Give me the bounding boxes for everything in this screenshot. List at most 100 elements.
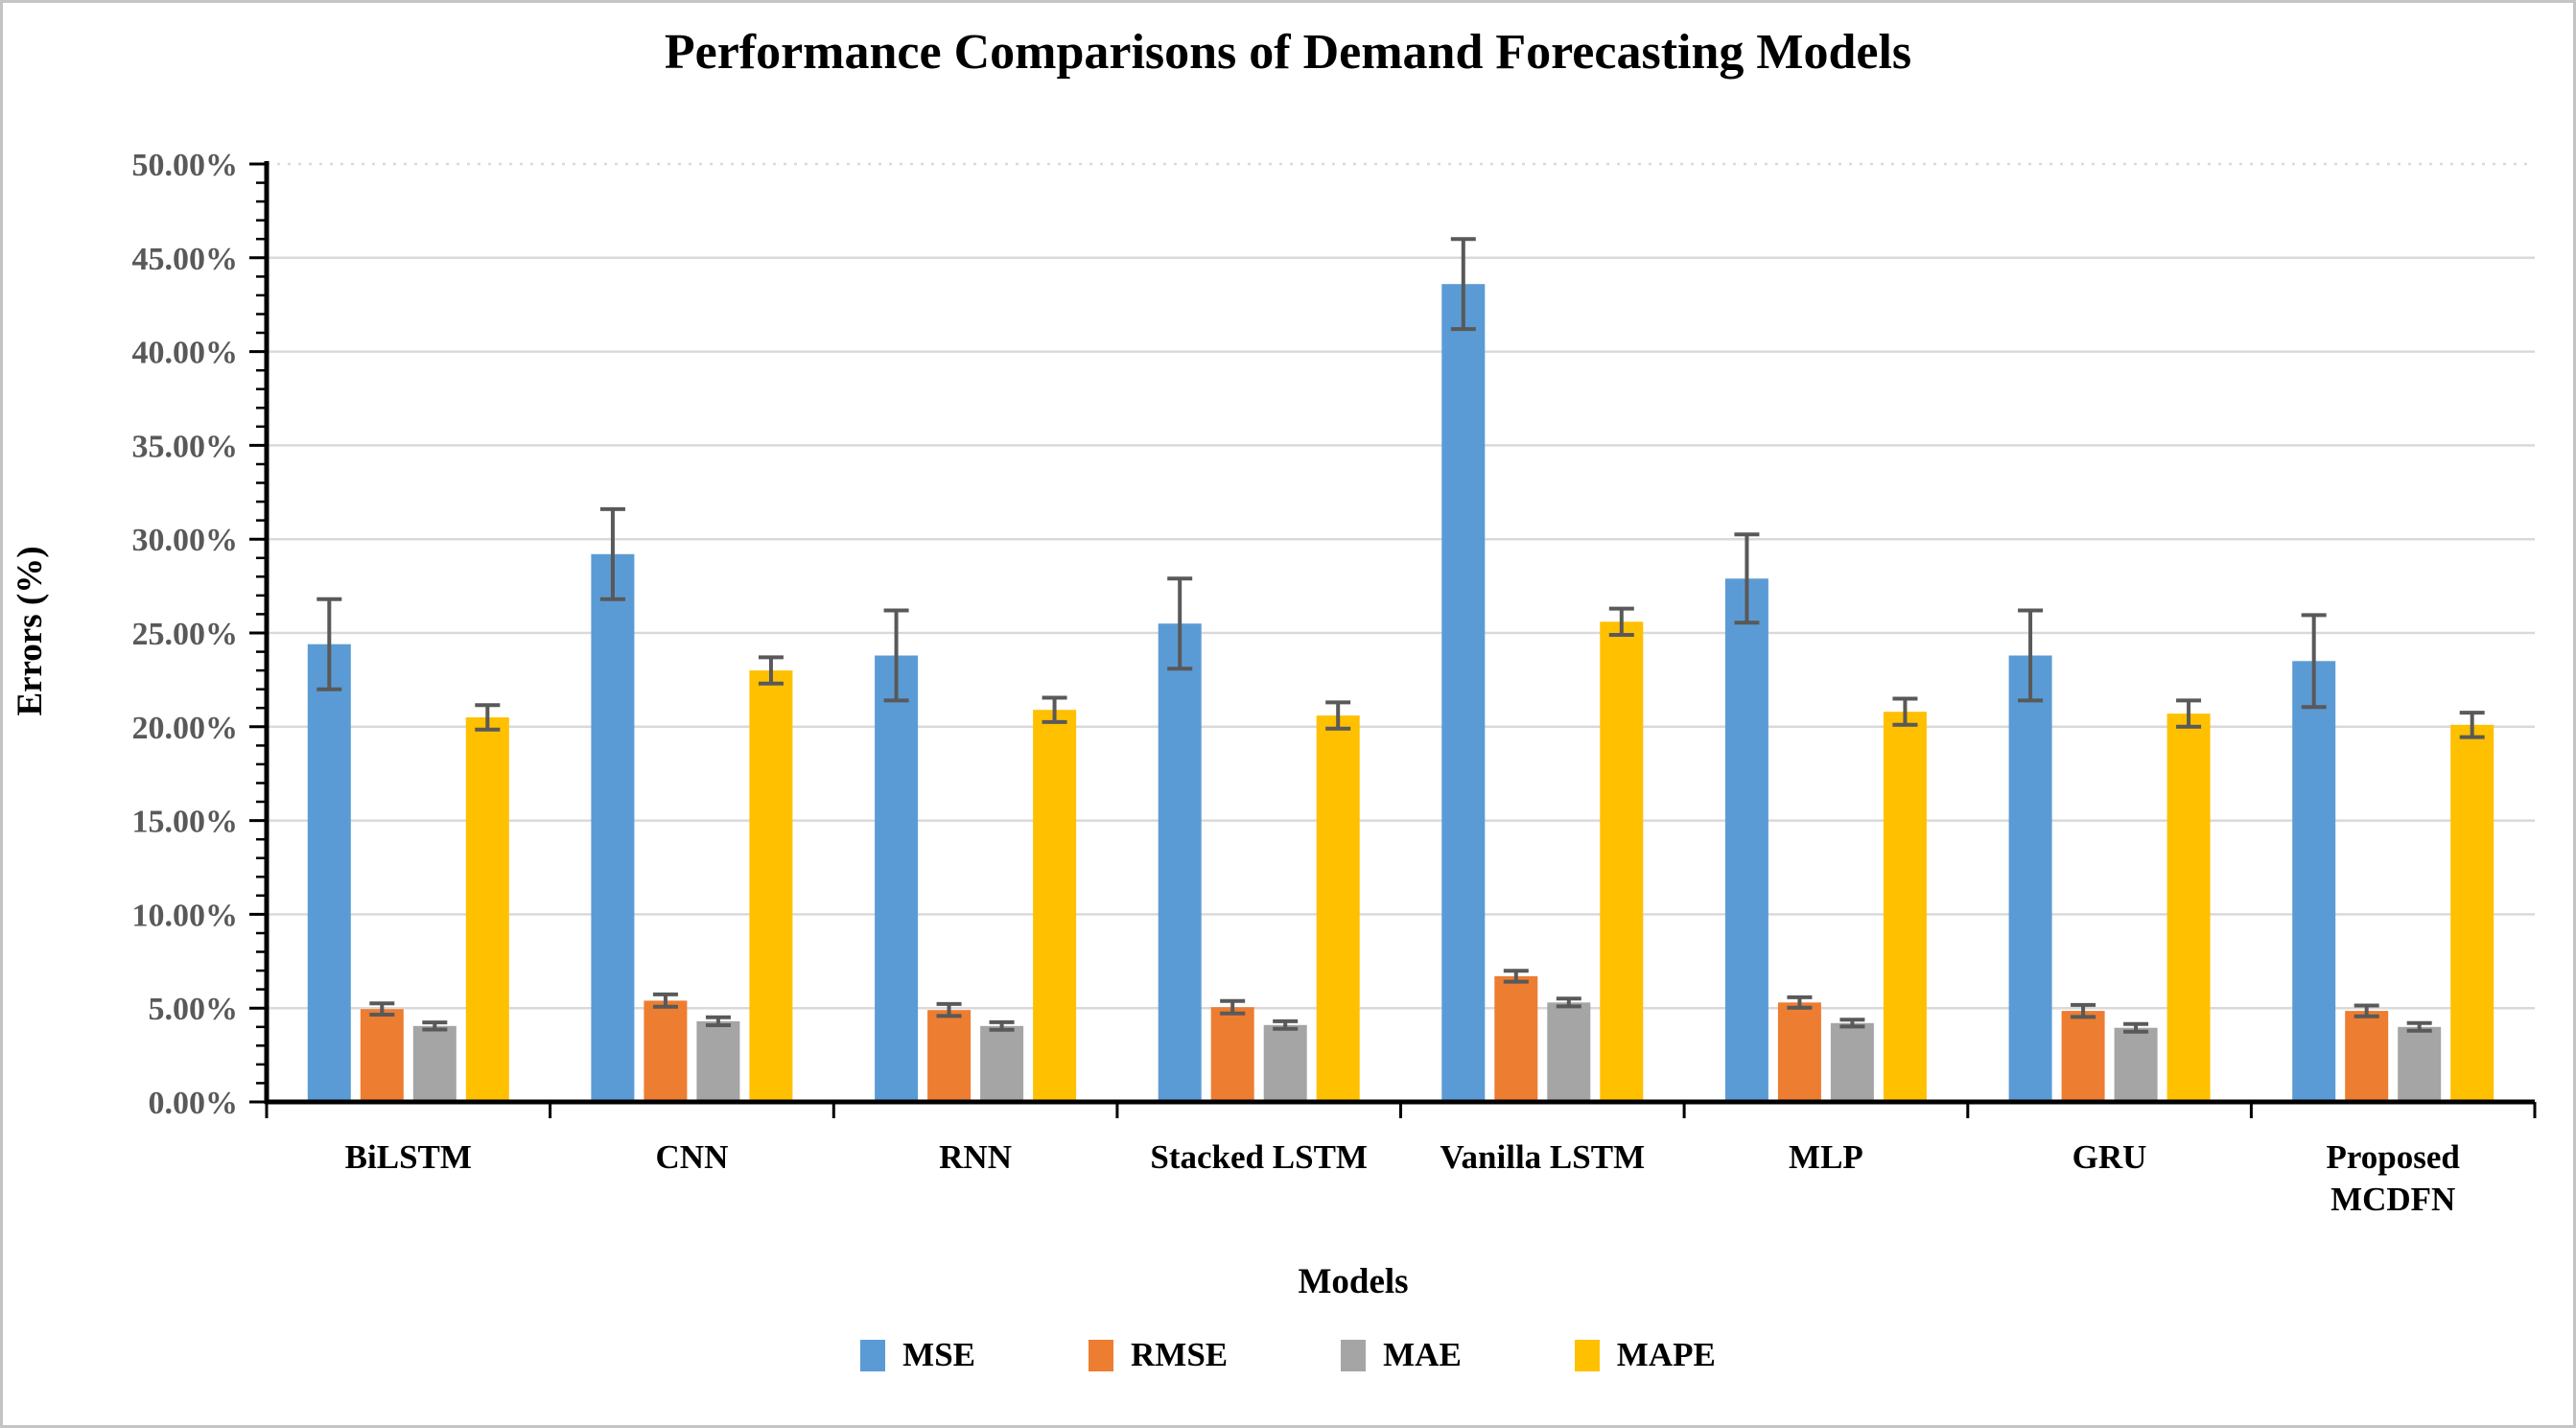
bar-mape-vanilla-lstm (1600, 621, 1644, 1102)
bar-mape-rnn (1033, 710, 1077, 1102)
bar-rmse-vanilla-lstm (1494, 975, 1538, 1102)
y-tick-label: 35.00% (132, 429, 239, 464)
bar-mse-vanilla-lstm (1441, 284, 1486, 1102)
legend-label-mse: MSE (902, 1336, 976, 1373)
bar-mse-proposed-mcdfn (2292, 661, 2336, 1102)
x-category-label-bilstm: BiLSTM (344, 1138, 472, 1176)
y-tick-label: 15.00% (132, 805, 239, 840)
legend-swatch-rmse (1089, 1339, 1114, 1371)
error-bar-mape-cnn (758, 655, 784, 686)
error-bar-rmse-proposed-mcdfn (2354, 1003, 2379, 1018)
legend-label-mae: MAE (1383, 1336, 1462, 1373)
error-bar-mae-proposed-mcdfn (2406, 1020, 2432, 1033)
x-category-label-gru: GRU (2072, 1138, 2147, 1176)
bar-mape-mlp (1883, 712, 1927, 1102)
y-tick-label: 40.00% (132, 336, 239, 371)
error-bar-mape-vanilla-lstm (1608, 606, 1634, 637)
bar-rmse-cnn (644, 1000, 688, 1102)
y-tick-label: 50.00% (132, 148, 239, 183)
bar-mape-bilstm (465, 717, 509, 1102)
error-bar-mape-proposed-mcdfn (2459, 711, 2485, 739)
error-bar-rmse-mlp (1787, 995, 1813, 1010)
bar-mae-vanilla-lstm (1547, 1002, 1591, 1102)
y-tick-label: 25.00% (132, 617, 239, 652)
x-axis-title: Models (1298, 1262, 1409, 1301)
error-bar-mae-gru (2123, 1021, 2149, 1034)
error-bar-rmse-vanilla-lstm (1503, 969, 1529, 984)
legend-label-rmse: RMSE (1131, 1336, 1229, 1373)
error-bar-mape-stacked-lstm (1325, 700, 1351, 731)
bar-mape-stacked-lstm (1316, 715, 1360, 1102)
x-category-label-mlp: MLP (1789, 1138, 1863, 1176)
bar-rmse-proposed-mcdfn (2345, 1011, 2389, 1102)
legend-swatch-mape (1574, 1339, 1600, 1371)
error-bar-mse-bilstm (316, 597, 342, 691)
error-bar-rmse-stacked-lstm (1220, 998, 1246, 1016)
error-bar-mse-mlp (1734, 532, 1760, 625)
error-bar-mse-rnn (883, 608, 909, 703)
legend-swatch-mse (860, 1339, 886, 1371)
bar-rmse-mlp (1777, 1002, 1821, 1102)
bar-mse-mlp (1724, 578, 1768, 1102)
error-bar-mae-stacked-lstm (1273, 1018, 1299, 1031)
bar-rmse-rnn (927, 1010, 972, 1102)
error-bar-mape-mlp (1892, 696, 1918, 727)
y-tick-label: 20.00% (132, 711, 239, 746)
error-bar-rmse-cnn (652, 992, 678, 1009)
bar-mae-stacked-lstm (1263, 1024, 1307, 1102)
legend: MSE RMSE MAE MAPE (3, 1336, 2573, 1374)
x-category-label-cnn: CNN (655, 1138, 729, 1176)
error-bar-rmse-gru (2071, 1002, 2096, 1019)
legend-item-mse: MSE (860, 1336, 975, 1374)
bar-mse-rnn (875, 655, 919, 1102)
bar-rmse-gru (2061, 1011, 2105, 1102)
chart-title: Performance Comparisons of Demand Foreca… (664, 25, 1912, 80)
bar-mae-cnn (696, 1020, 740, 1102)
y-tick-label: 30.00% (132, 523, 239, 558)
error-bar-mse-proposed-mcdfn (2301, 613, 2327, 710)
bar-mae-mlp (1830, 1022, 1874, 1102)
legend-item-mae: MAE (1341, 1336, 1462, 1374)
x-category-label-rnn: RNN (939, 1138, 1012, 1176)
error-bar-mse-cnn (599, 506, 625, 601)
bar-mape-proposed-mcdfn (2450, 724, 2494, 1102)
legend-label-mape: MAPE (1616, 1336, 1716, 1373)
error-bar-mae-rnn (989, 1019, 1015, 1032)
x-category-label-vanilla-lstm: Vanilla LSTM (1440, 1138, 1646, 1176)
bar-mse-cnn (591, 553, 635, 1102)
error-bar-mae-cnn (705, 1015, 731, 1027)
error-bar-rmse-rnn (936, 1001, 962, 1018)
plot-area: 0.00% 5.00% 10.00% 15.00% 20.00% 25.00% 30.00%… (132, 148, 2537, 1121)
error-bar-mape-bilstm (475, 703, 501, 732)
bar-mse-gru (2008, 655, 2052, 1102)
bar-mape-cnn (749, 670, 793, 1102)
error-bar-mape-gru (2176, 698, 2202, 729)
error-bar-rmse-bilstm (369, 1001, 395, 1017)
error-bar-mse-gru (2018, 608, 2044, 703)
error-bar-mape-rnn (1042, 695, 1067, 724)
error-bar-mse-vanilla-lstm (1450, 237, 1476, 332)
bar-mae-proposed-mcdfn (2398, 1026, 2442, 1102)
bar-mse-bilstm (307, 644, 351, 1102)
y-tick-label: 10.00% (132, 898, 239, 933)
bar-mae-bilstm (412, 1025, 457, 1102)
x-category-label-stacked-lstm: Stacked LSTM (1150, 1138, 1368, 1176)
error-bar-mae-bilstm (422, 1020, 448, 1032)
error-bar-mse-stacked-lstm (1167, 576, 1193, 671)
bar-mse-stacked-lstm (1158, 623, 1202, 1102)
y-tick-label: 0.00% (149, 1086, 239, 1121)
error-bar-mae-mlp (1839, 1018, 1865, 1029)
bar-mae-gru (2114, 1027, 2158, 1102)
x-category-label-proposed-mcdfn: Proposed MCDFN (2326, 1138, 2460, 1218)
y-tick-label: 5.00% (149, 992, 239, 1027)
legend-swatch-mae (1341, 1339, 1367, 1371)
bar-rmse-stacked-lstm (1210, 1007, 1254, 1102)
bar-mape-gru (2166, 714, 2211, 1102)
legend-item-mape: MAPE (1574, 1336, 1716, 1374)
legend-item-rmse: RMSE (1089, 1336, 1228, 1374)
bar-rmse-bilstm (360, 1009, 404, 1102)
bar-mae-rnn (980, 1025, 1024, 1102)
error-bar-mae-vanilla-lstm (1556, 996, 1581, 1009)
y-tick-label: 45.00% (132, 242, 239, 277)
